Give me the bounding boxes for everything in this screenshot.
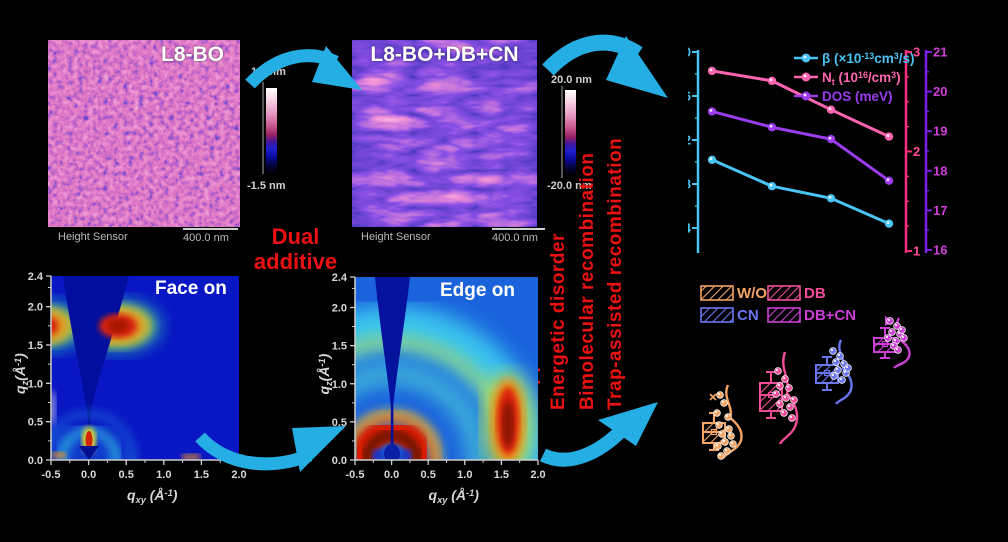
svg-text:qz(Å-1): qz(Å-1) <box>12 353 30 394</box>
afm2-sensor-label: Height Sensor <box>361 231 431 243</box>
svg-text:21: 21 <box>933 45 947 60</box>
svg-text:0.5: 0.5 <box>28 417 43 429</box>
afm2-colorbar <box>565 90 576 174</box>
afm1-colorbar <box>266 88 277 172</box>
svg-text:4: 4 <box>688 221 692 236</box>
legend-beta: β (×10-13cm3/s) <box>822 51 915 66</box>
afm-image-l8bo: L8-BO <box>48 40 240 227</box>
violin-legend-DB: DB <box>804 285 826 302</box>
statistics-violin-chart: W/O DB CN DB+CN <box>700 285 911 460</box>
svg-text:2.0: 2.0 <box>332 303 347 315</box>
svg-text:0.5: 0.5 <box>332 417 347 429</box>
violin-group-CN <box>815 339 853 405</box>
violin-group-W/O <box>702 384 743 460</box>
svg-text:12: 12 <box>688 133 691 148</box>
afm1-colorbar-axis <box>262 82 264 174</box>
svg-text:1.0: 1.0 <box>28 378 43 390</box>
afm2-scale-bar <box>492 228 545 230</box>
svg-text:0.5: 0.5 <box>421 469 436 481</box>
violin-legend-DB+CN: DB+CN <box>804 307 856 324</box>
svg-text:19: 19 <box>933 124 947 139</box>
svg-text:0.0: 0.0 <box>332 455 347 467</box>
arrow-afm1-to-afm2 <box>245 46 362 90</box>
afm1-sensor-label: Height Sensor <box>58 231 128 243</box>
svg-text:2.0: 2.0 <box>28 302 43 314</box>
dual-additive-label: Dual additive <box>253 224 338 274</box>
giwaxs-edge-on-image <box>355 277 538 460</box>
legend-DOS: DOS (meV) <box>822 89 893 104</box>
svg-text:0.0: 0.0 <box>384 469 399 481</box>
violin-legend-W/O: W/O <box>737 285 767 302</box>
svg-text:2.0: 2.0 <box>530 469 545 481</box>
svg-text:-0.5: -0.5 <box>346 469 365 481</box>
afm1-scale-label: 400.0 nm <box>183 232 229 244</box>
violin-legend-CN: CN <box>737 307 759 324</box>
svg-text:3: 3 <box>913 45 920 60</box>
svg-text:1: 1 <box>913 244 920 259</box>
svg-text:20: 20 <box>933 84 947 99</box>
giwaxs-edge-on-panel: Edge on 2.4 2.0 1.5 1.0 0.5 0.0 -0.5 0.0 0.5 1.0 1… <box>316 272 546 505</box>
afm1-colorbar-min: -1.5 nm <box>247 180 286 192</box>
recombination-parameters-chart: 20161284321212019181716β (×10-13cm3/s)Nt… <box>688 45 947 259</box>
svg-text:0.0: 0.0 <box>28 455 43 467</box>
svg-text:1.0: 1.0 <box>332 379 347 391</box>
svg-text:0.5: 0.5 <box>119 469 134 481</box>
svg-text:1.5: 1.5 <box>194 469 209 481</box>
giwaxs1-axes: 2.4 2.0 1.5 1.0 0.5 0.0 -0.5 0.0 0.5 1.0 1.5 2.0 qxy… <box>12 271 247 505</box>
svg-text:qxy (Å-1): qxy (Å-1) <box>127 487 178 505</box>
svg-text:1.5: 1.5 <box>332 341 347 353</box>
svg-text:2.0: 2.0 <box>231 469 246 481</box>
arrow-faceon-to-edgeon <box>195 426 346 472</box>
svg-text:-0.5: -0.5 <box>42 469 61 481</box>
giwaxs2-axes: 2.4 2.0 1.5 1.0 0.5 0.0 -0.5 0.0 0.5 1.0 1.5 2.0 qxy… <box>316 272 546 505</box>
arrow-afm2-to-chart <box>542 34 668 98</box>
afm1-title: L8-BO <box>161 43 224 66</box>
giwaxs-face-on-panel: Face on 2.4 2.0 1.5 1.0 0.5 0.0 -0.5 0.0 0.5 1.0 1… <box>12 271 247 505</box>
afm2-colorbar-axis <box>561 86 563 178</box>
svg-text:1.0: 1.0 <box>457 469 472 481</box>
svg-text:16: 16 <box>688 89 691 104</box>
afm-texture-l8bo-db-cn <box>352 40 537 227</box>
svg-text:18: 18 <box>933 163 947 178</box>
violin-group-DB+CN <box>873 316 911 369</box>
afm2-scale-label: 400.0 nm <box>492 232 538 244</box>
svg-text:2: 2 <box>913 144 920 159</box>
svg-text:1.0: 1.0 <box>156 469 171 481</box>
giwaxs2-title-text: Edge on <box>440 280 515 301</box>
violin-group-DB <box>759 351 799 445</box>
giwaxs1-title-text: Face on <box>155 278 227 299</box>
svg-text:2.4: 2.4 <box>28 271 44 283</box>
svg-text:qxy (Å-1): qxy (Å-1) <box>429 487 480 505</box>
svg-text:qz(Å-1): qz(Å-1) <box>316 353 334 394</box>
giwaxs-face-on-image <box>51 276 239 460</box>
afm1-scale-bar <box>183 228 238 230</box>
svg-text:1.5: 1.5 <box>28 340 43 352</box>
afm2-colorbar-max: 20.0 nm <box>551 74 592 86</box>
afm-texture-l8bo <box>48 40 240 227</box>
afm-image-l8bo-db-cn: L8-BO+DB+CN <box>352 40 537 227</box>
afm2-title: L8-BO+DB+CN <box>370 43 519 66</box>
svg-text:0.0: 0.0 <box>81 469 96 481</box>
svg-text:8: 8 <box>688 177 691 192</box>
afm2-colorbar-min: -20.0 nm <box>547 180 592 192</box>
svg-text:20: 20 <box>688 45 691 60</box>
svg-text:1.5: 1.5 <box>494 469 509 481</box>
legend-Nt: Nt (1016/cm3) <box>822 70 901 87</box>
arrow-edgeon-to-violin <box>539 402 658 467</box>
svg-text:16: 16 <box>933 243 947 258</box>
svg-text:17: 17 <box>933 203 947 218</box>
svg-text:2.4: 2.4 <box>332 272 348 284</box>
